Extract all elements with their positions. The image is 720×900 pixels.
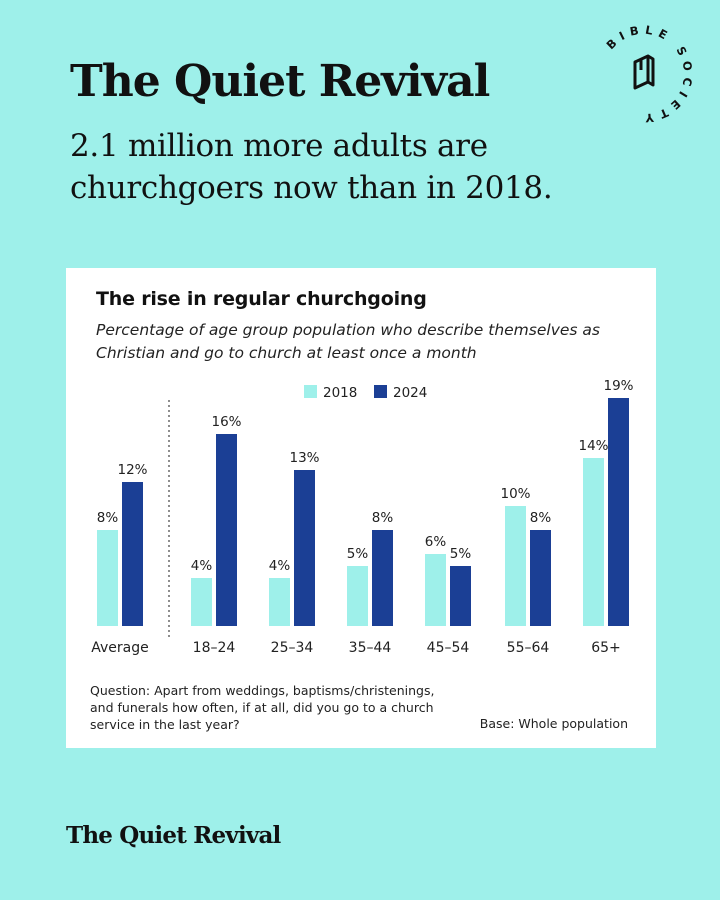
page-subtitle: 2.1 million more adults are churchgoers … bbox=[70, 128, 553, 206]
bar-2024-35–44 bbox=[372, 530, 393, 626]
bar-2018-45–54 bbox=[425, 554, 446, 626]
bar-2024-18–24 bbox=[216, 434, 237, 626]
bar-label-2024-25–34: 13% bbox=[289, 450, 319, 466]
bar-2018-55–64 bbox=[505, 506, 526, 626]
bar-2024-65+ bbox=[608, 398, 629, 626]
bar-label-2024-35–44: 8% bbox=[372, 510, 394, 526]
bible-society-book-icon bbox=[633, 54, 655, 90]
chart-subtitle: Percentage of age group population who d… bbox=[96, 321, 600, 362]
bar-2024-55–64 bbox=[530, 530, 551, 626]
bar-label-2024-Average: 12% bbox=[117, 462, 147, 478]
chart-card: The rise in regular churchgoing Percenta… bbox=[66, 268, 656, 748]
bar-2024-Average bbox=[122, 482, 143, 626]
bar-chart: 2018 2024 8% 12% Average 4% 16% 18–24 4% 13% 25–34… bbox=[91, 378, 633, 656]
bar-2018-35–44 bbox=[347, 566, 368, 626]
bar-label-2018-25–34: 4% bbox=[269, 558, 291, 574]
bible-society-logo: BIBLE SOCIETY bbox=[604, 23, 696, 126]
bar-label-2024-65+: 19% bbox=[603, 378, 633, 394]
category-label-55–64: 55–64 bbox=[507, 640, 550, 656]
bar-label-2018-45–54: 6% bbox=[425, 534, 447, 550]
category-label-35–44: 35–44 bbox=[349, 640, 392, 656]
bar-label-2018-18–24: 4% bbox=[191, 558, 213, 574]
legend-label-2018: 2018 bbox=[323, 385, 357, 401]
bar-2018-65+ bbox=[583, 458, 604, 626]
category-label-45–54: 45–54 bbox=[427, 640, 470, 656]
category-label-18–24: 18–24 bbox=[193, 640, 236, 656]
legend-swatch-2018 bbox=[304, 385, 317, 398]
footer-brand: The Quiet Revival bbox=[66, 822, 281, 849]
bar-2018-25–34 bbox=[269, 578, 290, 626]
page-title: The Quiet Revival bbox=[70, 56, 490, 107]
bar-2018-18–24 bbox=[191, 578, 212, 626]
bar-2018-Average bbox=[97, 530, 118, 626]
category-label-65+: 65+ bbox=[591, 640, 621, 656]
bar-label-2024-45–54: 5% bbox=[450, 546, 472, 562]
bar-2024-25–34 bbox=[294, 470, 315, 626]
bar-label-2018-35–44: 5% bbox=[347, 546, 369, 562]
bar-label-2018-Average: 8% bbox=[97, 510, 119, 526]
category-label-Average: Average bbox=[91, 640, 149, 656]
legend-swatch-2024 bbox=[374, 385, 387, 398]
category-label-25–34: 25–34 bbox=[271, 640, 314, 656]
chart-title: The rise in regular churchgoing bbox=[96, 288, 427, 310]
logo-text: BIBLE SOCIETY bbox=[604, 23, 696, 126]
survey-question: Question: Apart from weddings, baptisms/… bbox=[90, 683, 435, 732]
bar-label-2018-55–64: 10% bbox=[500, 486, 530, 502]
bar-label-2018-65+: 14% bbox=[578, 438, 608, 454]
bar-2024-45–54 bbox=[450, 566, 471, 626]
base-note: Base: Whole population bbox=[479, 716, 628, 731]
bar-label-2024-18–24: 16% bbox=[211, 414, 241, 430]
legend-label-2024: 2024 bbox=[393, 385, 427, 401]
bar-label-2024-55–64: 8% bbox=[530, 510, 552, 526]
